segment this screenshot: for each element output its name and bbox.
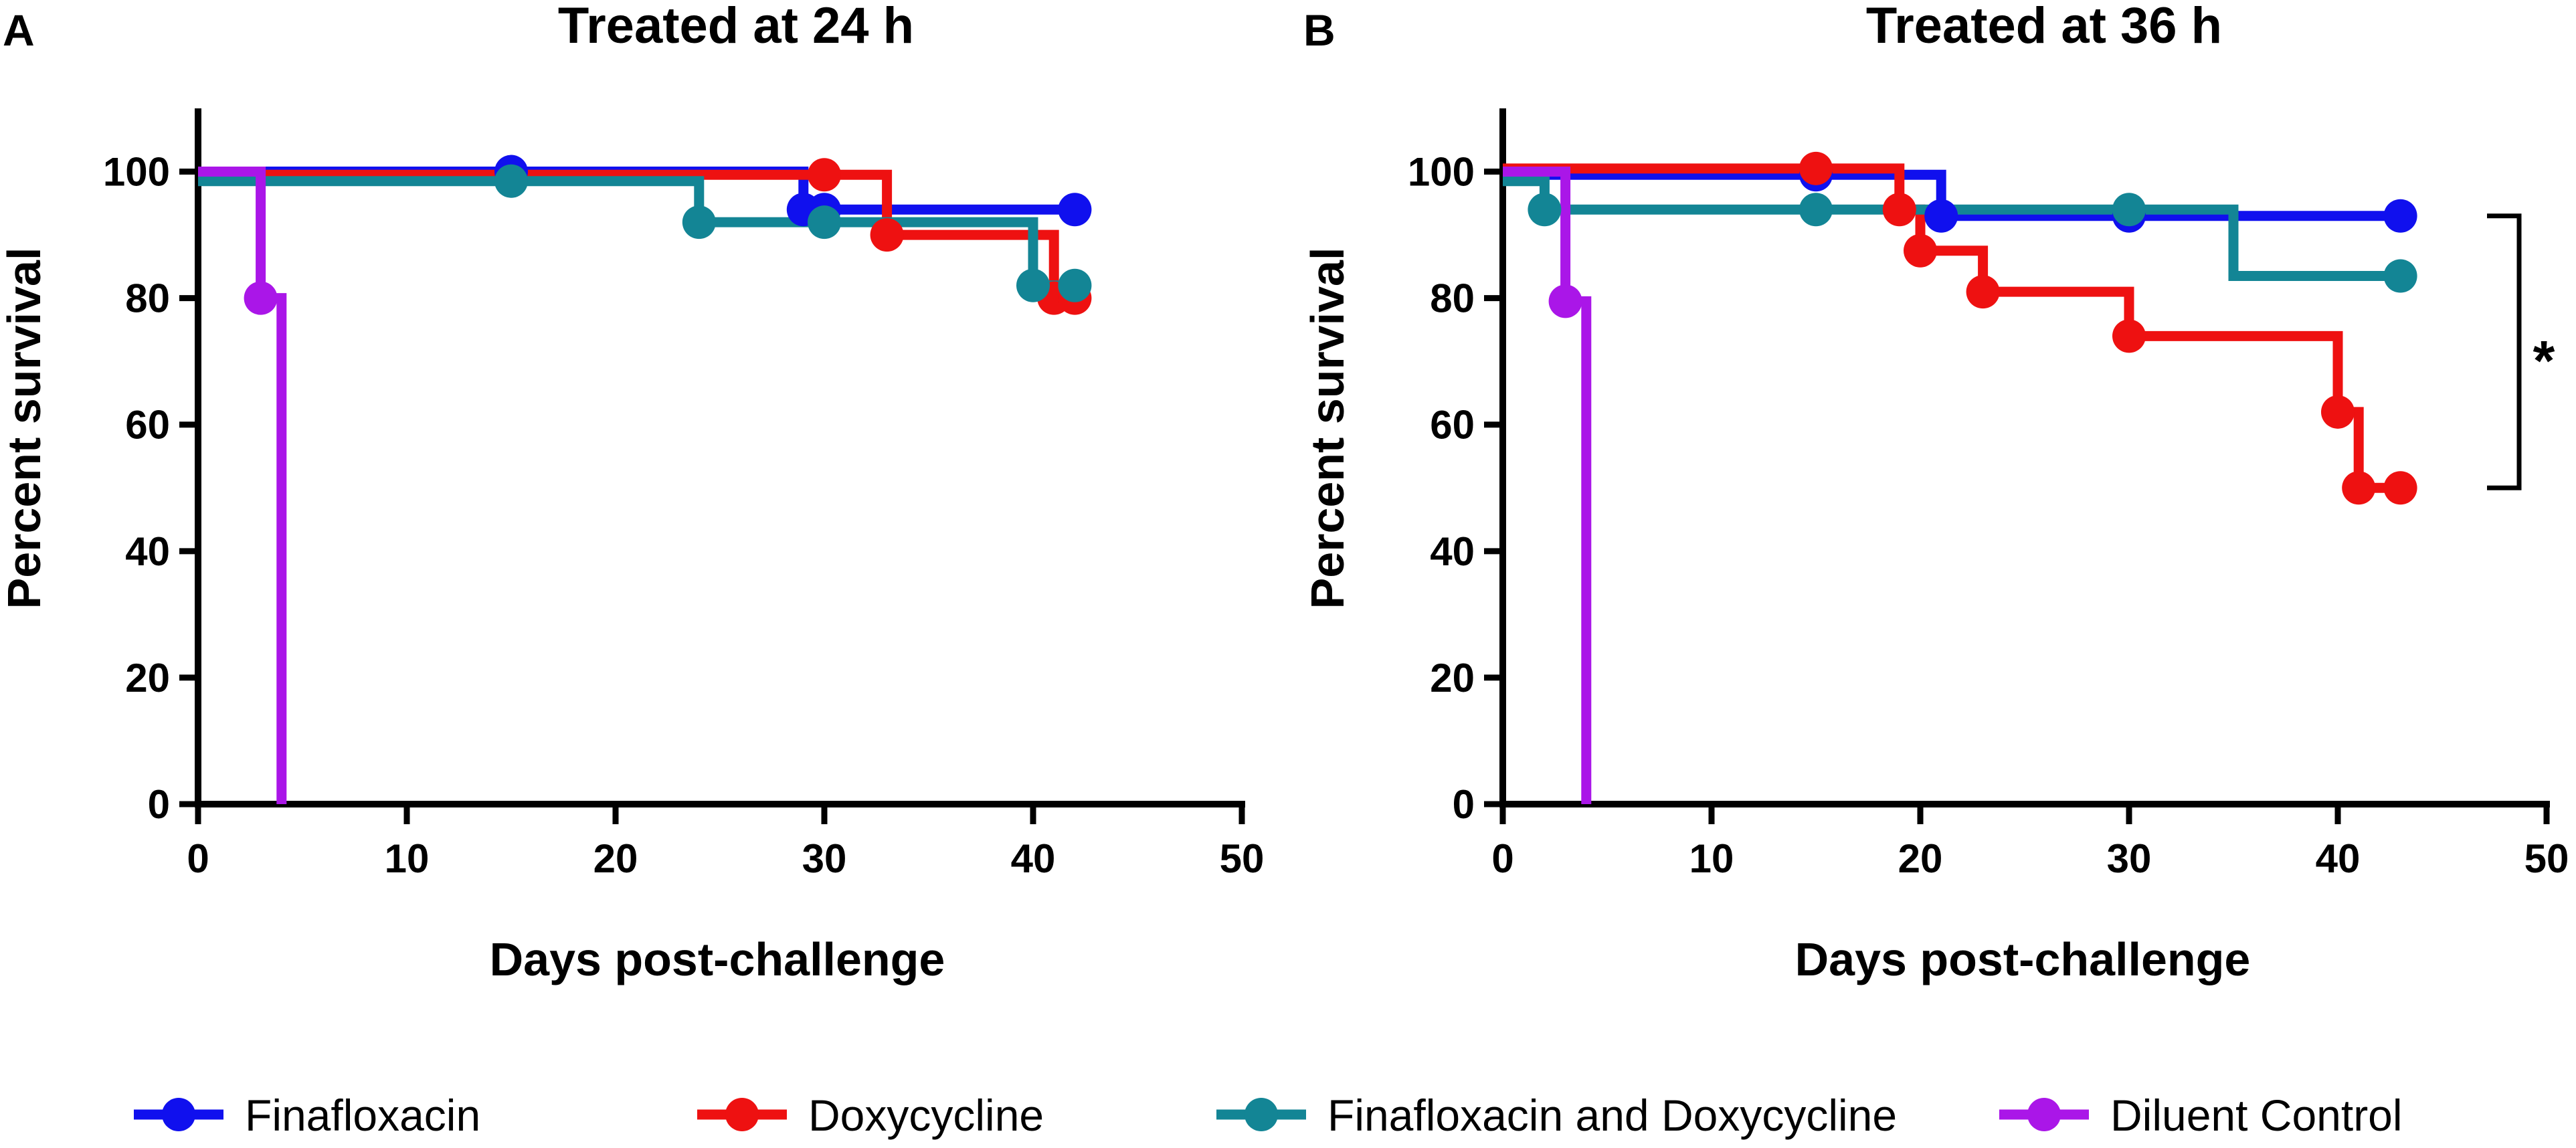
panel-b-x-axis-label: Days post-challenge bbox=[1795, 933, 2251, 985]
panel-a-y-tick-label: 80 bbox=[125, 276, 170, 321]
panel-b-significance: * bbox=[2487, 213, 2555, 490]
panel-b-doxycycline-point bbox=[2342, 471, 2376, 505]
panel-b-x-tick-label: 20 bbox=[1898, 836, 1943, 881]
panel-a-x-tick-label: 50 bbox=[1220, 836, 1265, 881]
panel-b-axes: 0 20 40 60 80 100 0 10 20 30 40 50 bbox=[1408, 108, 2569, 881]
panel-b-diluent-control-point bbox=[1548, 284, 1582, 318]
legend-swatch-marker bbox=[1245, 1098, 1278, 1131]
panel-a-x-tick-label: 40 bbox=[1011, 836, 1056, 881]
legend-item-finafloxacin-and-doxycycline: Finafloxacin and Doxycycline bbox=[1216, 1090, 1897, 1140]
panel-a-diluent-control-point bbox=[244, 281, 278, 315]
panel-b-doxycycline-point bbox=[1904, 233, 1937, 268]
panel-a-y-tick-label: 60 bbox=[125, 403, 170, 448]
panel-a-finafloxacin-point bbox=[1058, 193, 1092, 227]
panel-a-finafloxacin-and-doxycycline-point bbox=[1016, 268, 1050, 302]
legend-item-doxycycline: Doxycycline bbox=[697, 1090, 1044, 1140]
panel-a-diluent-control-line bbox=[198, 167, 287, 804]
panel-b-x-tick-label: 30 bbox=[2107, 836, 2152, 881]
panel-a-doxycycline-point bbox=[870, 218, 904, 252]
legend-swatch-marker bbox=[725, 1098, 759, 1131]
legend-item-finafloxacin: Finafloxacin bbox=[134, 1090, 480, 1140]
panel-b-finafloxacin-point bbox=[1924, 199, 1958, 233]
panel-b-letter: B bbox=[1303, 5, 1336, 55]
panel-a-x-tick-label: 20 bbox=[593, 836, 638, 881]
panel-b-x-tick-label: 40 bbox=[2316, 836, 2361, 881]
panel-a-series bbox=[198, 155, 1092, 804]
legend-label: Doxycycline bbox=[808, 1090, 1044, 1140]
panel-b-title: Treated at 36 h bbox=[1866, 0, 2222, 54]
panel-a-finafloxacin-and-doxycycline-point bbox=[808, 205, 841, 240]
legend-swatch-marker bbox=[2027, 1098, 2061, 1131]
legend: Finafloxacin Doxycycline Finafloxacin and … bbox=[134, 1090, 2403, 1140]
panel-b-diluent-control-line bbox=[1503, 167, 1592, 804]
legend-swatch-marker bbox=[162, 1098, 195, 1131]
panel-a-doxycycline-point bbox=[808, 158, 841, 192]
panel-b-doxycycline-point bbox=[2321, 395, 2355, 429]
panel-b-doxycycline-point bbox=[1799, 151, 1833, 185]
panel-b-x-tick-label: 10 bbox=[1689, 836, 1734, 881]
legend-label: Finafloxacin bbox=[245, 1090, 480, 1140]
panel-b-y-tick-label: 0 bbox=[1453, 782, 1475, 827]
panel-b-finafloxacin-and-doxycycline-point bbox=[1528, 193, 1562, 227]
panel-a-y-tick-label: 40 bbox=[125, 529, 170, 574]
panel-b-y-tick-label: 40 bbox=[1430, 529, 1475, 574]
panel-b-finafloxacin-and-doxycycline-point bbox=[1799, 193, 1833, 227]
panel-a-chart: A Treated at 24 h Percent survival Days … bbox=[0, 0, 1264, 985]
panel-a-x-axis-label: Days post-challenge bbox=[490, 933, 945, 985]
panel-a-y-tick-label: 0 bbox=[148, 782, 170, 827]
panel-b-significance-label: * bbox=[2533, 329, 2555, 392]
panel-a-axes: 0 20 40 60 80 100 0 10 20 30 40 50 bbox=[103, 108, 1264, 881]
panel-b-finafloxacin-and-doxycycline-line bbox=[1503, 176, 2401, 282]
panel-b-x-tick-label: 50 bbox=[2524, 836, 2569, 881]
panel-a-letter: A bbox=[3, 5, 35, 55]
panel-b-finafloxacin-and-doxycycline-point bbox=[2383, 259, 2417, 293]
panel-b-finafloxacin-line bbox=[1503, 169, 2401, 221]
panel-a-finafloxacin-and-doxycycline-point bbox=[682, 205, 716, 240]
panel-b-y-tick-label: 100 bbox=[1408, 150, 1475, 195]
panel-a-y-tick-label: 100 bbox=[103, 150, 170, 195]
panel-b-chart: B Treated at 36 h Percent survival Days … bbox=[1301, 0, 2569, 985]
panel-b-significance-bracket bbox=[2487, 213, 2522, 490]
panel-b-x-tick-label: 0 bbox=[1491, 836, 1513, 881]
panel-b-y-tick-label: 80 bbox=[1430, 276, 1475, 321]
panel-a-y-tick-label: 20 bbox=[125, 656, 170, 700]
panel-a-finafloxacin-and-doxycycline-point bbox=[494, 164, 528, 198]
panel-b-doxycycline-point bbox=[1966, 275, 2000, 309]
panel-b-doxycycline-point bbox=[1882, 193, 1916, 227]
panel-a-doxycycline-line bbox=[198, 169, 1075, 304]
legend-item-diluent-control: Diluent Control bbox=[1999, 1090, 2403, 1140]
panel-a-y-axis-label: Percent survival bbox=[0, 248, 50, 609]
panel-b-doxycycline-point bbox=[2112, 319, 2146, 353]
legend-label: Finafloxacin and Doxycycline bbox=[1327, 1090, 1897, 1140]
panel-a-x-tick-label: 0 bbox=[187, 836, 209, 881]
panel-b-y-axis-label: Percent survival bbox=[1301, 248, 1354, 609]
panel-b-series bbox=[1503, 151, 2417, 804]
panel-a-x-tick-label: 10 bbox=[385, 836, 430, 881]
legend-label: Diluent Control bbox=[2110, 1090, 2403, 1140]
panel-b-y-tick-label: 20 bbox=[1430, 656, 1475, 700]
panel-b-finafloxacin-point bbox=[2383, 199, 2417, 233]
panel-a-finafloxacin-and-doxycycline-point bbox=[1058, 268, 1092, 302]
panel-a-x-tick-label: 30 bbox=[802, 836, 847, 881]
panel-b-y-tick-label: 60 bbox=[1430, 403, 1475, 448]
panel-a-title: Treated at 24 h bbox=[558, 0, 914, 54]
panel-b-doxycycline-point bbox=[2383, 471, 2417, 505]
panel-b-finafloxacin-and-doxycycline-point bbox=[2112, 193, 2146, 227]
